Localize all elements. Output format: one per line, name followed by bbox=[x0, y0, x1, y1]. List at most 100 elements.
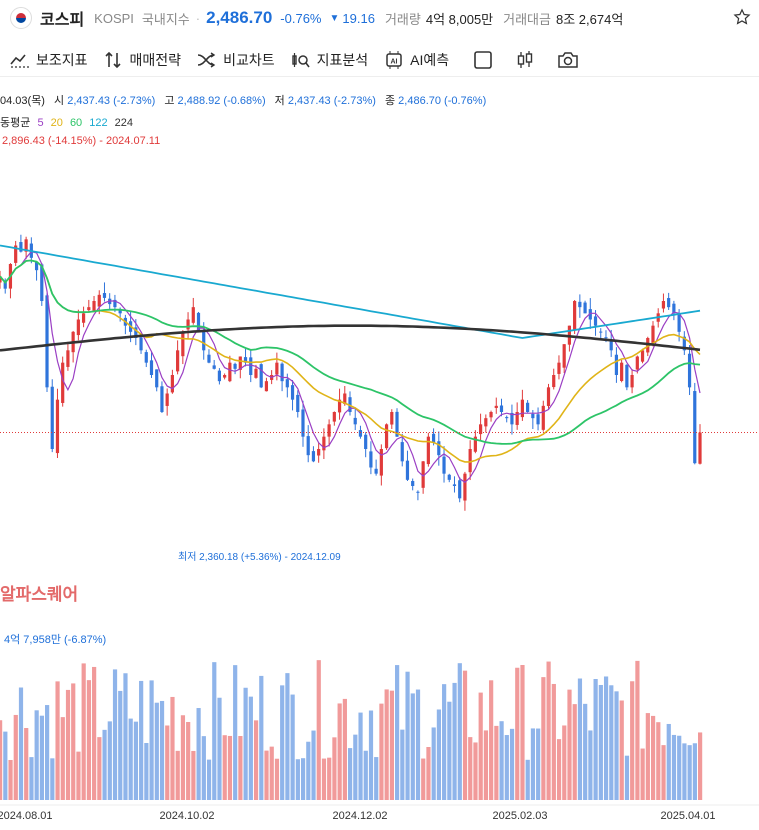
candle-body bbox=[228, 362, 232, 382]
candle-body bbox=[212, 365, 216, 369]
volume-bar bbox=[139, 680, 144, 800]
volume-bar bbox=[259, 675, 264, 800]
low-label: 저 bbox=[274, 95, 285, 107]
candle-body bbox=[160, 386, 164, 412]
candle-body bbox=[364, 434, 368, 449]
volume-bar bbox=[410, 693, 415, 800]
ai-chip-icon: AI bbox=[386, 51, 402, 69]
strategy-label: 매매전략 bbox=[129, 52, 182, 68]
candle-body bbox=[588, 309, 592, 320]
candle-body bbox=[541, 405, 545, 430]
down-arrow-icon: ▼ bbox=[329, 12, 340, 24]
close-value: 2,486.70 (-0.76%) bbox=[398, 95, 487, 107]
volume-layer bbox=[0, 660, 703, 800]
candle-body bbox=[578, 301, 582, 308]
close-label: 종 bbox=[384, 95, 396, 107]
candle-body bbox=[604, 337, 608, 339]
volume-bar bbox=[81, 663, 86, 800]
ai-predict-button[interactable]: AI AI예측 bbox=[384, 50, 449, 70]
volume-bar bbox=[650, 715, 656, 800]
candle-body bbox=[207, 354, 211, 363]
candle-body bbox=[233, 363, 237, 369]
volume-bar bbox=[462, 670, 468, 800]
volume-bar bbox=[447, 701, 452, 800]
candle-body bbox=[661, 301, 666, 309]
candle-body bbox=[317, 449, 321, 456]
candle-body bbox=[390, 412, 394, 425]
volume-bar bbox=[374, 757, 379, 800]
candles-layer bbox=[0, 234, 702, 511]
candle-body bbox=[134, 327, 138, 338]
candle-body bbox=[202, 331, 206, 351]
volume-bar bbox=[107, 721, 112, 800]
volume-bar bbox=[504, 735, 509, 800]
price-chart[interactable]: 최저 2,360.18 (+5.36%) - 2024.12.09 알파스퀘어 … bbox=[0, 160, 759, 828]
volume-bar bbox=[656, 722, 661, 800]
ohlc-line: 04.03(목) 시 2,437.43 (-2.73%) 고 2,488.92 … bbox=[0, 92, 486, 108]
volume-bar bbox=[666, 723, 671, 800]
volume-bar bbox=[280, 685, 285, 800]
candle-body bbox=[583, 302, 587, 314]
volume-bar bbox=[285, 673, 290, 800]
candle-body bbox=[186, 319, 190, 330]
ma224-line bbox=[0, 324, 701, 352]
candle-body bbox=[66, 350, 70, 367]
candle-body bbox=[374, 468, 378, 474]
volume-bar bbox=[572, 704, 577, 800]
layout-button[interactable] bbox=[473, 50, 499, 70]
volume-bar bbox=[661, 745, 666, 800]
candle-body bbox=[499, 405, 504, 412]
volume-bar bbox=[274, 758, 280, 800]
candle-body bbox=[3, 281, 7, 289]
ma20-line bbox=[0, 259, 701, 463]
volume-bar bbox=[609, 685, 614, 800]
candle-body bbox=[243, 357, 248, 363]
ma-label: 동평균 bbox=[0, 117, 31, 129]
volume-bar bbox=[55, 681, 60, 800]
volume-label: 거래량 bbox=[384, 11, 421, 27]
candle-body bbox=[557, 362, 561, 374]
volume-bar bbox=[45, 705, 50, 800]
candle-body bbox=[478, 424, 483, 435]
indicator-button[interactable]: 보조지표 bbox=[10, 50, 88, 70]
volume-bar bbox=[144, 742, 149, 800]
candle-body bbox=[24, 239, 28, 252]
volume-bar bbox=[39, 715, 44, 800]
star-icon[interactable] bbox=[733, 8, 751, 26]
ma224-label: 224 bbox=[114, 117, 134, 129]
candle-body bbox=[249, 357, 253, 375]
indicator-label: 보조지표 bbox=[36, 52, 88, 68]
candle-body bbox=[510, 412, 514, 425]
volume-bar bbox=[593, 679, 598, 800]
candle-body bbox=[322, 436, 326, 451]
candle-body bbox=[640, 350, 645, 362]
candle-body bbox=[34, 261, 39, 271]
candle-body bbox=[473, 436, 477, 452]
volume-bar bbox=[154, 702, 159, 800]
compare-button[interactable]: 비교차트 bbox=[197, 50, 275, 70]
analysis-button[interactable]: 지표분석 bbox=[291, 50, 368, 70]
volume-bar bbox=[86, 680, 92, 800]
volume-bar bbox=[149, 680, 154, 800]
volume-bar bbox=[395, 665, 400, 800]
stock-name: 코스피 bbox=[40, 12, 85, 29]
volume-bar bbox=[264, 750, 269, 800]
volume-bar bbox=[306, 741, 311, 800]
volume-bar bbox=[614, 691, 619, 800]
volume-bar bbox=[18, 687, 24, 800]
open-label: 시 bbox=[54, 95, 65, 107]
volume-bar bbox=[452, 682, 457, 800]
ma5-label: 5 bbox=[37, 117, 44, 129]
screenshot-button[interactable] bbox=[557, 51, 585, 69]
candle-body bbox=[102, 293, 107, 298]
candle-type-button[interactable] bbox=[515, 50, 541, 70]
strategy-button[interactable]: 매매전략 bbox=[104, 50, 182, 70]
candle-body bbox=[531, 413, 535, 419]
candle-body bbox=[573, 301, 577, 331]
volume-bar bbox=[603, 676, 609, 800]
candle-body bbox=[165, 393, 169, 406]
volume-bar bbox=[34, 710, 39, 800]
volume-bar bbox=[206, 759, 212, 800]
candle-body bbox=[337, 399, 342, 413]
volume-bar bbox=[682, 743, 687, 800]
